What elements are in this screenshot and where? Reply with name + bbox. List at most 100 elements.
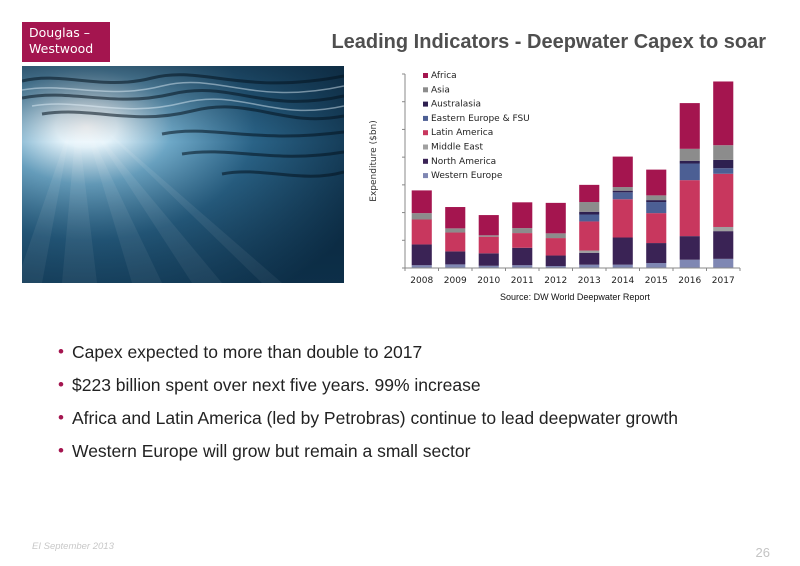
x-tick-label: 2013 xyxy=(578,276,601,286)
deepwater-capex-chart: Africa Asia Australasia Eastern Europe & FS… xyxy=(360,66,750,306)
legend-swatch xyxy=(423,158,428,164)
bar-segment xyxy=(411,219,432,245)
legend-label: Asia xyxy=(431,85,450,95)
x-tick-label: 2015 xyxy=(645,276,668,286)
x-tick-label: 2012 xyxy=(544,276,567,286)
chart-source: Source: DW World Deepwater Report xyxy=(500,292,650,302)
legend-swatch xyxy=(423,173,428,179)
chart-axes: 2008 2009 2010 2011 2012 2013 2014 2015 2016 2017 xyxy=(402,73,741,286)
page-number: 26 xyxy=(755,545,770,560)
y-axis-label: Expenditure ($bn) xyxy=(369,120,379,201)
bullet-icon: • xyxy=(58,375,64,394)
x-tick-label: 2009 xyxy=(444,276,467,286)
underwater-light-rays-icon xyxy=(22,66,344,283)
bar-segment xyxy=(612,199,633,238)
bar-segment xyxy=(646,202,667,214)
bar-segment xyxy=(612,192,633,200)
bar-segment xyxy=(512,228,533,234)
bullet-text: Western Europe will grow but remain a sm… xyxy=(72,441,471,461)
bar-segment xyxy=(579,264,600,268)
bullet-list: • Capex expected to more than double to 2… xyxy=(58,342,778,474)
bar-segment xyxy=(713,258,734,268)
bar-segment xyxy=(713,159,734,169)
logo-line-1: Douglas – xyxy=(29,25,90,40)
bar-segment xyxy=(445,251,466,265)
bar-segment xyxy=(679,236,700,260)
bar-segment xyxy=(579,250,600,253)
legend-label: Eastern Europe & FSU xyxy=(431,114,530,124)
bar-segment xyxy=(445,264,466,268)
bar-segment xyxy=(512,247,533,266)
bar-segment xyxy=(713,226,734,232)
bullet-item: • $223 billion spent over next five years… xyxy=(58,375,778,396)
legend-label: Australasia xyxy=(431,100,481,110)
x-tick-label: 2017 xyxy=(712,276,735,286)
bar-segment xyxy=(445,207,466,229)
bar-segment xyxy=(478,253,499,266)
bar-segment xyxy=(478,215,499,236)
bar-segment xyxy=(411,265,432,268)
x-tick-label: 2010 xyxy=(477,276,500,286)
bar-segment xyxy=(679,148,700,161)
bar-segment xyxy=(512,202,533,229)
bar-segment xyxy=(713,145,734,160)
bar-segment xyxy=(478,265,499,268)
legend-swatch xyxy=(423,87,428,93)
company-logo: Douglas – Westwood xyxy=(22,22,110,62)
legend-swatch xyxy=(423,130,428,136)
legend-label: Middle East xyxy=(431,143,483,153)
legend-label: Latin America xyxy=(431,128,493,138)
bar-segment xyxy=(411,244,432,266)
bar-segment xyxy=(445,232,466,252)
bullet-icon: • xyxy=(58,342,64,361)
bar-segment xyxy=(679,180,700,237)
legend-swatch xyxy=(423,115,428,121)
legend-swatch xyxy=(423,101,428,107)
bar-segment xyxy=(411,213,432,220)
bar-segment xyxy=(579,214,600,222)
footer-event: EI September 2013 xyxy=(32,541,114,552)
bullet-item: • Africa and Latin America (led by Petrob… xyxy=(58,408,778,429)
bar-segment xyxy=(612,156,633,188)
bar-segment xyxy=(545,233,566,239)
legend-swatch xyxy=(423,73,428,78)
bar-segment xyxy=(579,184,600,203)
bar-segment xyxy=(612,237,633,265)
bar-segment xyxy=(646,169,667,196)
legend-swatch xyxy=(423,144,428,150)
bar-segment xyxy=(713,168,734,174)
legend-label: Africa xyxy=(431,71,457,81)
bar-segment xyxy=(646,195,667,201)
bar-segment xyxy=(646,200,667,203)
bullet-text: Africa and Latin America (led by Petrobr… xyxy=(72,408,679,428)
legend-label: North America xyxy=(431,157,496,167)
bar-segment xyxy=(579,252,600,265)
logo-line-2: Westwood xyxy=(29,41,94,56)
bar-segment xyxy=(679,160,700,164)
bar-segment xyxy=(612,190,633,193)
legend-label: Western Europe xyxy=(431,171,503,181)
bullet-icon: • xyxy=(58,441,64,460)
bar-segment xyxy=(545,202,566,234)
bar-segment xyxy=(679,259,700,268)
bar-segment xyxy=(612,264,633,268)
bar-segment xyxy=(478,236,499,254)
bar-segment xyxy=(646,243,667,264)
chart-bars xyxy=(411,81,734,268)
bar-segment xyxy=(579,202,600,212)
x-tick-label: 2014 xyxy=(611,276,634,286)
bar-segment xyxy=(545,266,566,268)
bar-segment xyxy=(713,173,734,227)
slide-title: Leading Indicators - Deepwater Capex to … xyxy=(331,31,766,53)
bar-segment xyxy=(545,255,566,267)
bullet-text: Capex expected to more than double to 20… xyxy=(72,342,423,362)
stacked-bar-chart: Africa Asia Australasia Eastern Europe & FS… xyxy=(369,71,741,286)
bar-segment xyxy=(512,265,533,268)
bar-segment xyxy=(646,213,667,244)
bar-segment xyxy=(545,238,566,256)
bar-segment xyxy=(646,263,667,268)
bullet-icon: • xyxy=(58,408,64,427)
x-tick-label: 2008 xyxy=(410,276,433,286)
underwater-photo xyxy=(22,66,344,283)
bullet-text: $223 billion spent over next five years.… xyxy=(72,375,481,395)
